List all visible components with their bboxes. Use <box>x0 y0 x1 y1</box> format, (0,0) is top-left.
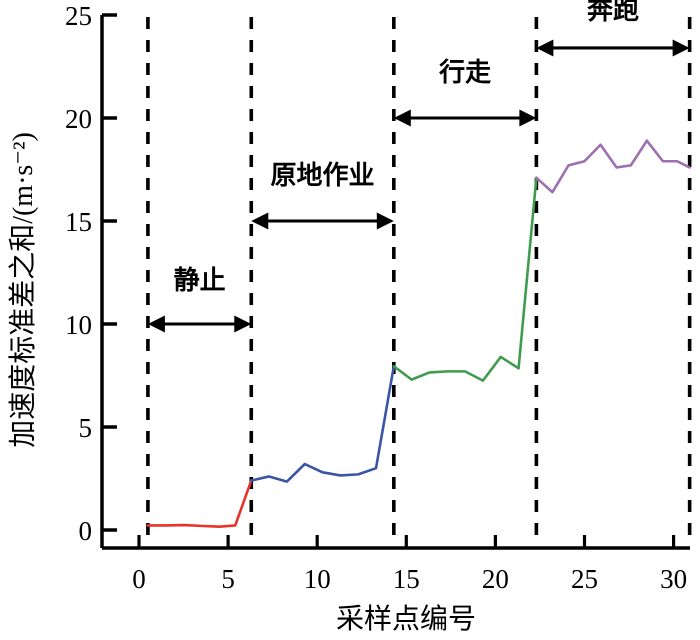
y-tick-label: 15 <box>65 207 92 237</box>
y-tick-label: 20 <box>65 104 92 134</box>
arrow-head-left-icon <box>536 39 554 57</box>
series-line <box>535 139 691 194</box>
x-tick-label: 10 <box>304 564 331 594</box>
series-line <box>249 364 396 483</box>
x-tick-label: 20 <box>482 564 509 594</box>
x-tick-label: 0 <box>132 564 146 594</box>
series-line <box>392 176 538 382</box>
phase-annotation-label: 原地作业 <box>271 161 375 191</box>
phase-annotation: 奔跑 <box>536 0 690 57</box>
phase-annotation-label: 静止 <box>174 265 226 296</box>
y-tick-label: 5 <box>79 413 93 443</box>
x-axis-title: 采样点编号 <box>336 603 476 635</box>
x-tick-label: 30 <box>660 564 687 594</box>
phase-annotation-label: 奔跑 <box>587 0 639 26</box>
data-series-paths <box>146 139 691 529</box>
x-tick-label: 25 <box>571 564 598 594</box>
x-axis-group: 0 5 10 15 20 25 30 <box>102 535 690 594</box>
arrow-head-right-icon <box>234 315 252 333</box>
y-axis-tick-labels: 0 5 10 15 20 25 <box>65 1 92 546</box>
arrow-head-right-icon <box>376 212 394 230</box>
series-line <box>146 479 253 529</box>
phase-annotation-label: 行走 <box>438 57 491 88</box>
phase-annotations: 静止 原地作业 行走 奔跑 <box>147 0 690 333</box>
y-tick-label: 0 <box>79 516 93 546</box>
x-tick-label: 15 <box>393 564 420 594</box>
x-tick-label: 5 <box>221 564 235 594</box>
y-tick-label: 10 <box>65 310 92 340</box>
phase-divider-lines <box>146 17 692 545</box>
phase-annotation: 静止 <box>147 265 252 333</box>
y-axis-ticks <box>102 13 117 532</box>
arrow-head-left-icon <box>251 212 269 230</box>
arrow-head-right-icon <box>519 109 537 127</box>
phase-annotation: 行走 <box>393 57 537 127</box>
y-axis-title: 加速度标准差之和/(m·s⁻²) <box>7 132 39 448</box>
x-axis-ticks <box>137 535 676 548</box>
phase-annotation: 原地作业 <box>251 161 394 230</box>
x-axis-tick-labels: 0 5 10 15 20 25 30 <box>132 564 687 594</box>
arrow-head-right-icon <box>672 39 690 57</box>
arrow-head-left-icon <box>393 109 411 127</box>
y-tick-label: 25 <box>65 1 92 31</box>
y-axis-group: 0 5 10 15 20 25 <box>65 1 117 548</box>
arrow-head-left-icon <box>147 315 165 333</box>
